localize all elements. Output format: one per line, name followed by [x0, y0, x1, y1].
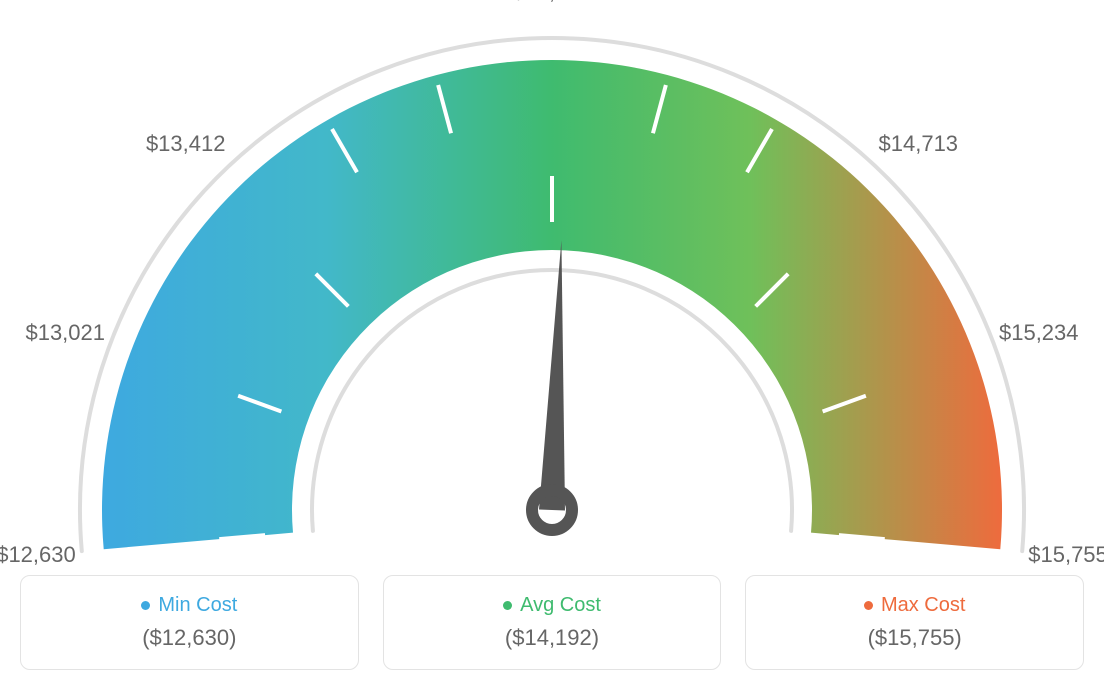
gauge-area: $12,630$13,021$13,412$14,192$14,713$15,2…	[0, 0, 1104, 560]
legend-card-avg: Avg Cost ($14,192)	[383, 575, 722, 670]
gauge-tick-label: $15,755	[1028, 542, 1104, 568]
legend-title-text: Avg Cost	[520, 594, 601, 617]
legend-title-text: Min Cost	[158, 594, 237, 617]
legend-title-avg: Avg Cost	[503, 594, 601, 617]
legend-value-min: ($12,630)	[31, 625, 348, 651]
legend-card-max: Max Cost ($15,755)	[745, 575, 1084, 670]
gauge-tick-label: $12,630	[0, 542, 76, 568]
legend-card-min: Min Cost ($12,630)	[20, 575, 359, 670]
legend-title-min: Min Cost	[141, 594, 237, 617]
gauge-tick-label: $13,412	[146, 131, 226, 157]
dot-icon	[503, 601, 512, 610]
gauge-tick-label: $15,234	[999, 320, 1079, 346]
legend-title-max: Max Cost	[864, 594, 965, 617]
cost-gauge-chart: $12,630 $13,021 $13,412 $14,192 $14,713 $15,2…	[0, 0, 1104, 690]
legend-row: Min Cost ($12,630) Avg Cost ($14,192) Ma…	[20, 575, 1084, 670]
dot-icon	[141, 601, 150, 610]
legend-title-text: Max Cost	[881, 594, 965, 617]
gauge-tick-label: $13,021	[25, 320, 105, 346]
gauge-tick-label: $14,713	[879, 131, 959, 157]
gauge-tick-label: $14,192	[512, 0, 592, 5]
legend-value-max: ($15,755)	[756, 625, 1073, 651]
legend-value-avg: ($14,192)	[394, 625, 711, 651]
dot-icon	[864, 601, 873, 610]
gauge-svg	[0, 0, 1104, 560]
